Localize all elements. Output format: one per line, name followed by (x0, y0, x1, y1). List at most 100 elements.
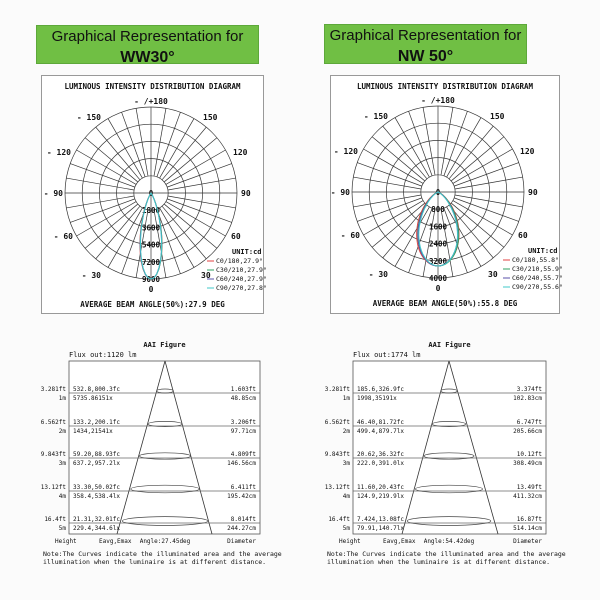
legend-entry: C30/210,55.9° (512, 265, 563, 273)
legend-entry: C30/210,27.9° (216, 266, 267, 274)
illumination-ellipse (431, 421, 467, 427)
col-eavg: Eavg,Emax (383, 538, 416, 545)
height-ft: 6.562ft (41, 419, 67, 426)
eavg-emax-lx: 1998,35191x (357, 395, 397, 402)
angle-label-m90: - 90 (331, 188, 350, 197)
grid-spoke (440, 107, 454, 176)
angle-label-m150: - 150 (77, 113, 101, 122)
angle-label-p120: 120 (520, 147, 535, 156)
aai-title: AAI Figure (428, 341, 470, 349)
angle-label-p30: 30 (488, 270, 498, 279)
diameter-ft: 10.12ft (517, 451, 543, 458)
angle-label-p60: 60 (231, 232, 241, 241)
height-m: 1m (59, 395, 67, 402)
flux-out: Flux out:1774 lm (353, 351, 420, 359)
angle-label-bottom: 0 (149, 285, 154, 294)
grid-spoke (66, 195, 135, 209)
eavg-emax-fc: 33.30,50.02fc (73, 484, 120, 491)
polar-grid (64, 106, 238, 280)
angle-label-p90: 90 (528, 188, 538, 197)
legend-entry: C90/270,27.8° (216, 284, 267, 292)
grid-spoke (153, 209, 167, 278)
grid-spoke (408, 111, 433, 176)
illumination-ellipse (406, 516, 492, 526)
scale-label: 9000 (142, 275, 161, 284)
grid-spoke (156, 112, 181, 177)
grid-spoke (371, 136, 426, 182)
grid-spoke (95, 126, 141, 181)
legend-entry: C60/240,55.7° (512, 274, 563, 282)
diameter-cm: 97.71cm (231, 428, 257, 435)
grid-spoke (84, 137, 139, 183)
grid-spoke (443, 208, 468, 273)
aai-title: AAI Figure (143, 341, 185, 349)
header-line1: Graphical Representation for (329, 27, 522, 44)
angle-label-p150: 150 (490, 112, 505, 121)
angle-label-m60: - 60 (54, 232, 73, 241)
grid-spoke (121, 112, 146, 177)
height-m: 2m (343, 428, 351, 435)
grid-spoke (454, 194, 523, 208)
illumination-ellipse (440, 388, 458, 394)
eavg-emax-fc: 185.6,326.9fc (357, 386, 404, 393)
eavg-emax-lx: 358.4,538.4lx (73, 493, 120, 500)
eavg-emax-lx: 229.4,344.6lx (73, 525, 120, 532)
diameter-cm: 48.85cm (231, 395, 257, 402)
aai-figure-nw50: AAI Figure Flux out:1774 lm 3.281ft 1m 185.6… (325, 341, 566, 566)
diameter-ft: 8.014ft (231, 516, 257, 523)
grid-spoke (371, 202, 426, 248)
angle-label-top: - /+180 (421, 96, 455, 105)
aai-frame (352, 360, 547, 535)
col-diameter: Diameter (227, 538, 256, 545)
flux-out: Flux out:1120 lm (69, 351, 136, 359)
diameter-cm: 102.83cm (513, 395, 542, 402)
diameter-cm: 244.27cm (227, 525, 256, 532)
grid-spoke (66, 177, 135, 191)
grid-spoke (443, 111, 468, 176)
grid-spoke (163, 203, 218, 249)
height-m: 1m (343, 395, 351, 402)
grid-spoke (121, 209, 146, 274)
grid-spoke (446, 206, 482, 267)
grid-spoke (448, 125, 494, 180)
height-m: 5m (343, 525, 351, 532)
height-ft: 3.281ft (325, 386, 351, 393)
diagram-title: LUMINOUS INTENSITY DISTRIBUTION DIAGRAM (64, 82, 241, 91)
grid-spoke (382, 125, 428, 180)
diameter-cm: 195.42cm (227, 493, 256, 500)
col-eavg: Eavg,Emax (99, 538, 132, 545)
legend-entry: C0/180,27.9° (216, 257, 263, 265)
illumination-ellipse (139, 452, 191, 460)
intensity-curve (139, 192, 163, 280)
angle-label-p60: 60 (518, 231, 528, 240)
height-m: 3m (59, 460, 67, 467)
grid-spoke (153, 108, 167, 177)
eavg-emax-fc: 7.424,13.08fc (357, 516, 404, 523)
angle-label-m30: - 30 (82, 271, 101, 280)
grid-spoke (163, 137, 218, 183)
illumination-ellipse (121, 516, 209, 526)
col-height: Height (55, 538, 77, 545)
scale-label: 4000 (429, 274, 448, 283)
diameter-cm: 146.56cm (227, 460, 256, 467)
beam-angle: Angle:27.45deg (140, 538, 191, 545)
diameter-cm: 411.32cm (513, 493, 542, 500)
eavg-emax-fc: 59.20,88.93fc (73, 451, 120, 458)
note-line2: illumination when the luminaire is at di… (327, 558, 550, 566)
angle-label-p30: 30 (201, 271, 211, 280)
grid-spoke (452, 148, 513, 184)
scale-label: 3600 (142, 223, 161, 232)
angle-label-bottom: 0 (436, 284, 441, 293)
header-line1: Graphical Representation for (51, 28, 244, 45)
grid-spoke (135, 209, 149, 278)
eavg-emax-lx: 1434,21541x (73, 428, 113, 435)
grid-spoke (363, 148, 424, 184)
diameter-ft: 6.747ft (517, 419, 543, 426)
note-line1: Note:The Curves indicate the illuminated… (43, 550, 282, 558)
grid-spoke (159, 118, 195, 179)
scale-label: 2400 (429, 240, 448, 249)
aai-figure-ww30: AAI Figure Flux out:1120 lm 3.281ft 1m 532.8… (41, 341, 282, 566)
illumination-ellipse (156, 388, 174, 394)
grid-spoke (440, 208, 454, 277)
height-ft: 9.843ft (325, 451, 351, 458)
